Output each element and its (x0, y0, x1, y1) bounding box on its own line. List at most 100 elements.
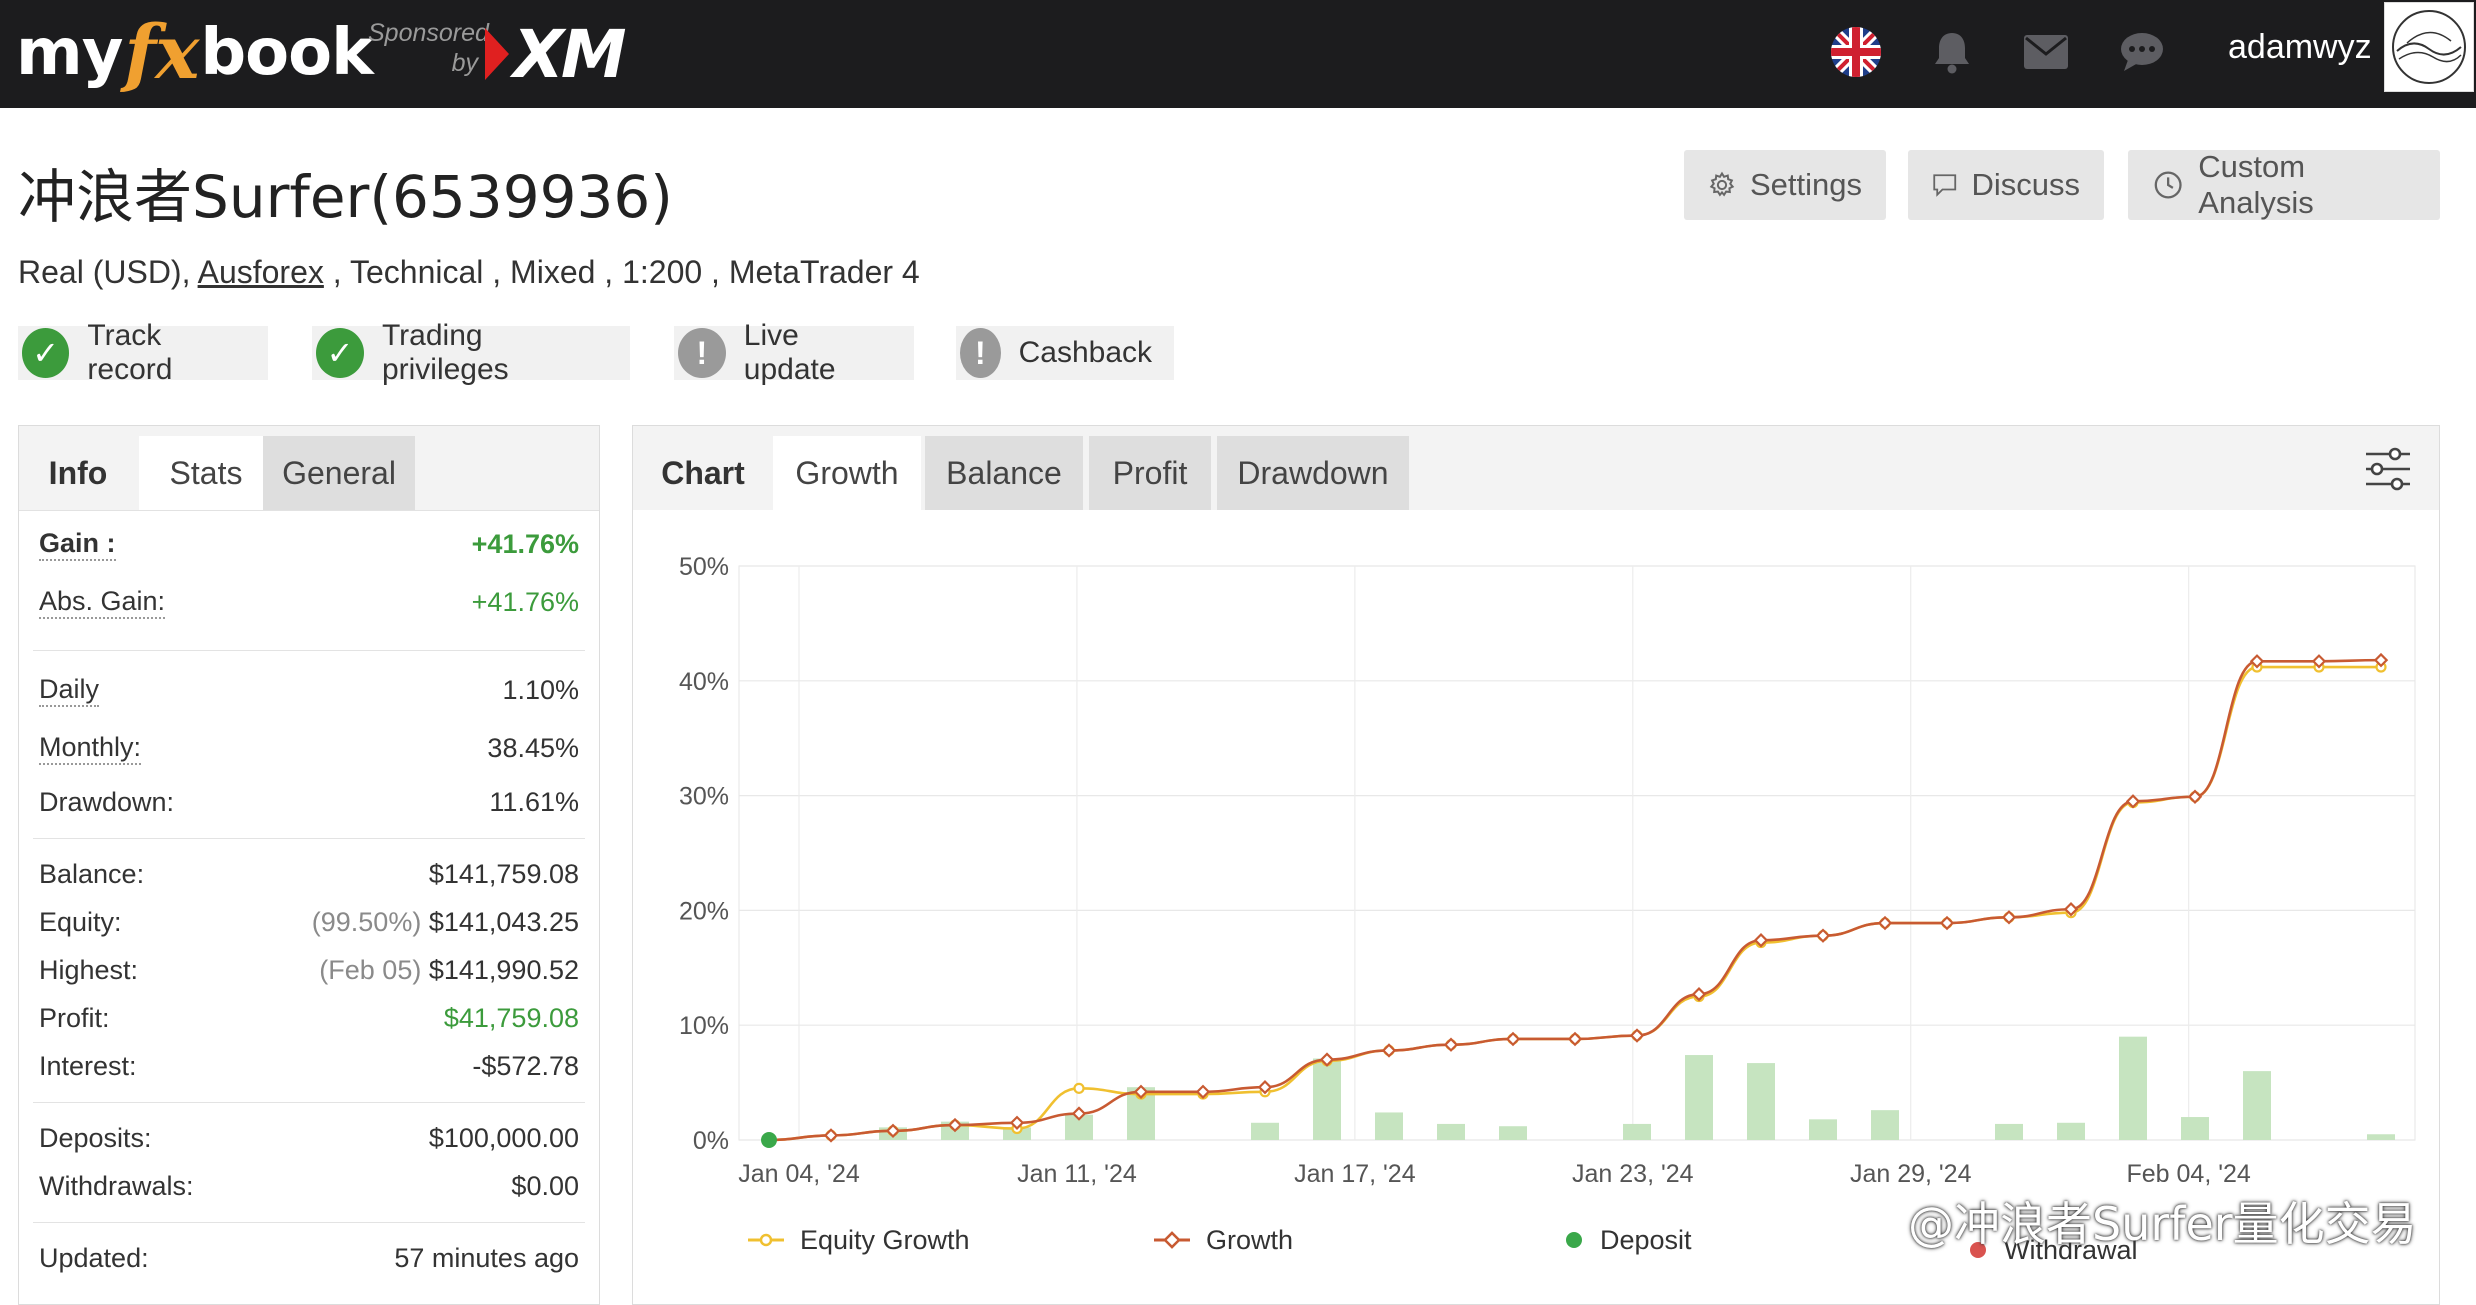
gain-label[interactable]: Gain : (39, 528, 116, 561)
sponsor-text: Sponsored by (368, 18, 489, 78)
tab-general[interactable]: General (263, 436, 415, 510)
discuss-button[interactable]: Discuss (1908, 150, 2104, 220)
y-tick-label: 20% (679, 897, 729, 925)
myfxbook-logo[interactable]: my fx book (16, 8, 374, 98)
x-tick-label: Jan 23, '24 (1572, 1160, 1694, 1188)
custom-analysis-button[interactable]: Custom Analysis (2128, 149, 2440, 220)
daily-bar (2119, 1036, 2147, 1140)
daily-bar (1995, 1123, 2023, 1140)
highest-label: Highest: (39, 954, 139, 985)
growth-point (1257, 1079, 1273, 1095)
gain-row: Gain : +41.76% (39, 524, 579, 564)
chat-icon[interactable] (2112, 22, 2172, 82)
growth-legend-icon (1154, 1231, 1190, 1249)
abs-gain-label[interactable]: Abs. Gain: (39, 586, 166, 619)
daily-bar (2243, 1071, 2271, 1140)
growth-point (2001, 910, 2017, 925)
custom-analysis-label: Custom Analysis (2198, 149, 2314, 220)
withdrawals-row: Withdrawals: $0.00 (39, 1166, 579, 1206)
growth-point (1133, 1084, 1149, 1099)
highest-value: $141,990.52 (428, 954, 579, 985)
growth-point (2373, 652, 2389, 668)
monthly-label[interactable]: Monthly: (39, 732, 142, 765)
comment-icon (1933, 174, 1957, 197)
legend-label: Growth (1206, 1224, 1294, 1255)
growth-point (1753, 933, 1769, 948)
growth-point (2311, 654, 2327, 669)
tab-profit[interactable]: Profit (1089, 436, 1211, 510)
interest-value: -$572.78 (472, 1050, 579, 1081)
xm-logo[interactable]: XM (485, 14, 627, 94)
settings-label: Settings (1749, 167, 1862, 202)
daily-label[interactable]: Daily (39, 674, 100, 707)
tab-drawdown[interactable]: Drawdown (1217, 436, 1409, 510)
growth-point (1815, 928, 1831, 943)
warning-icon: ! (678, 328, 726, 378)
growth-point (2063, 902, 2079, 917)
bell-icon[interactable] (1922, 22, 1982, 82)
username[interactable]: adamwyz (2228, 28, 2372, 66)
uk-flag-icon[interactable] (1826, 22, 1886, 82)
page-title: 冲浪者Surfer(6539936) (18, 163, 673, 231)
daily-bar (1871, 1110, 1899, 1140)
tab-growth[interactable]: Growth (773, 436, 921, 510)
live-update-badge[interactable]: ! Live update (674, 319, 914, 386)
avatar-logo-icon (2392, 10, 2466, 84)
daily-bar (1251, 1122, 1279, 1140)
gain-value: +41.76% (471, 528, 579, 559)
growth-point (947, 1117, 963, 1133)
withdrawals-label: Withdrawals: (39, 1170, 194, 1201)
growth-point (1319, 1052, 1335, 1067)
y-tick-label: 40% (679, 668, 729, 696)
profit-label: Profit: (39, 1002, 110, 1033)
equity-growth-point (1073, 1082, 1085, 1094)
growth-point (2125, 794, 2141, 809)
info-tabs: Info Stats General (19, 426, 599, 511)
deposits-row: Deposits: $100,000.00 (39, 1118, 579, 1158)
sponsor-line-1: Sponsored (368, 19, 489, 47)
equity-percent: (99.50%) (311, 906, 422, 937)
daily-bar (2181, 1117, 2209, 1140)
mail-icon[interactable] (2016, 22, 2076, 82)
tab-balance[interactable]: Balance (925, 436, 1083, 510)
drawdown-row: Drawdown: 11.61% (39, 782, 579, 822)
tab-stats[interactable]: Stats (139, 436, 273, 510)
daily-bar (2367, 1134, 2395, 1140)
tab-info[interactable]: Info (48, 454, 108, 491)
x-tick-label: Jan 04, '24 (738, 1160, 860, 1188)
deposit-legend-icon (1566, 1232, 1582, 1248)
legend-growth[interactable]: Growth (1152, 1220, 1293, 1260)
legend-equity-growth[interactable]: Equity Growth (746, 1220, 970, 1260)
badge-label: Trading privileges (381, 319, 509, 386)
legend-deposit[interactable]: Deposit (1562, 1220, 1692, 1260)
trading-privileges-badge[interactable]: ✓ Trading privileges (312, 319, 630, 386)
broker-link[interactable]: Ausforex (197, 254, 324, 290)
x-tick-label: Feb 04, '24 (2126, 1160, 2250, 1188)
daily-bar (1375, 1112, 1403, 1140)
track-record-badge[interactable]: ✓ Track record (18, 319, 268, 386)
top-navbar: my fx book Sponsored by XM adamwyz (0, 0, 2476, 108)
settings-button[interactable]: Settings (1684, 150, 1886, 220)
profit-row: Profit: $41,759.08 (39, 998, 579, 1038)
badge-label: Live update (743, 319, 836, 386)
abs-gain-value: +41.76% (471, 586, 579, 617)
legend-withdrawal[interactable]: Withdrawal (1966, 1230, 2138, 1270)
sliders-icon[interactable] (2363, 444, 2413, 494)
equity-label: Equity: (39, 906, 122, 937)
daily-bar (1747, 1063, 1775, 1140)
profit-value: $41,759.08 (443, 1002, 579, 1033)
avatar[interactable] (2384, 2, 2474, 92)
deposits-label: Deposits: (39, 1122, 152, 1153)
growth-point (1381, 1043, 1397, 1058)
xm-brand: XM (513, 15, 627, 93)
legend-label: Withdrawal (2004, 1234, 2138, 1265)
daily-bar (2057, 1122, 2085, 1140)
daily-bar (1499, 1126, 1527, 1140)
growth-point (1567, 1031, 1583, 1047)
x-tick-label: Jan 17, '24 (1294, 1160, 1416, 1188)
equity-growth-legend-icon (748, 1233, 784, 1247)
daily-bar (1437, 1123, 1465, 1140)
tab-chart[interactable]: Chart (661, 454, 745, 491)
clock-icon (2154, 171, 2182, 199)
cashback-badge[interactable]: ! Cashback (956, 326, 1174, 380)
